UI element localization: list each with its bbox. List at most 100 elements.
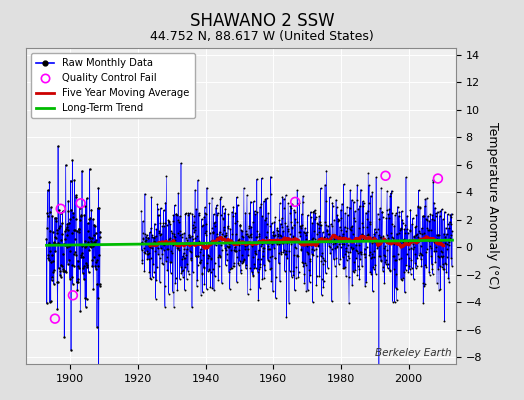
Point bbox=[424, 238, 433, 244]
Point bbox=[224, 223, 232, 230]
Point bbox=[181, 264, 189, 270]
Point bbox=[424, 227, 433, 233]
Point bbox=[412, 265, 420, 271]
Point bbox=[359, 200, 368, 206]
Point bbox=[227, 247, 235, 254]
Point bbox=[167, 258, 176, 265]
Point bbox=[379, 264, 387, 270]
Point bbox=[320, 237, 329, 244]
Point bbox=[375, 232, 383, 238]
Point bbox=[275, 217, 283, 224]
Point bbox=[411, 232, 420, 238]
Point bbox=[272, 240, 281, 246]
Point bbox=[95, 281, 104, 288]
Point bbox=[159, 207, 168, 213]
Point bbox=[419, 300, 428, 306]
Point bbox=[290, 287, 299, 294]
Point bbox=[284, 228, 292, 235]
Point bbox=[282, 240, 291, 246]
Point bbox=[227, 237, 236, 244]
Point bbox=[69, 292, 77, 298]
Point bbox=[232, 248, 241, 254]
Point bbox=[206, 284, 214, 290]
Point bbox=[397, 225, 405, 232]
Point bbox=[212, 204, 220, 211]
Point bbox=[60, 334, 69, 340]
Point bbox=[391, 284, 400, 291]
Point bbox=[214, 234, 223, 240]
Point bbox=[369, 263, 377, 270]
Point bbox=[223, 244, 232, 250]
Point bbox=[444, 225, 453, 231]
Point bbox=[53, 230, 61, 236]
Point bbox=[232, 194, 241, 200]
Point bbox=[413, 204, 422, 210]
Point bbox=[393, 230, 401, 237]
Point bbox=[305, 237, 313, 244]
Point bbox=[242, 262, 250, 268]
Point bbox=[361, 246, 369, 252]
Point bbox=[367, 271, 376, 278]
Point bbox=[351, 267, 359, 273]
Point bbox=[294, 274, 302, 280]
Point bbox=[172, 211, 181, 218]
Point bbox=[245, 224, 253, 231]
Point bbox=[175, 219, 183, 226]
Point bbox=[412, 212, 421, 218]
Point bbox=[196, 259, 205, 266]
Point bbox=[52, 227, 61, 233]
Point bbox=[242, 231, 250, 238]
Point bbox=[333, 204, 341, 210]
Point bbox=[339, 254, 347, 260]
Point bbox=[95, 252, 103, 258]
Point bbox=[292, 274, 300, 281]
Point bbox=[276, 220, 285, 227]
Point bbox=[371, 239, 379, 245]
Point bbox=[297, 247, 305, 254]
Point bbox=[206, 255, 215, 262]
Point bbox=[256, 285, 264, 291]
Point bbox=[342, 248, 351, 254]
Point bbox=[60, 240, 68, 247]
Point bbox=[309, 252, 318, 258]
Point bbox=[235, 258, 244, 264]
Point bbox=[53, 279, 62, 285]
Point bbox=[282, 314, 291, 320]
Point bbox=[411, 224, 420, 230]
Point bbox=[308, 246, 316, 252]
Point bbox=[353, 272, 362, 278]
Point bbox=[256, 204, 264, 210]
Point bbox=[189, 225, 198, 232]
Point bbox=[384, 211, 392, 218]
Point bbox=[194, 212, 203, 218]
Point bbox=[85, 247, 93, 253]
Point bbox=[187, 248, 195, 255]
Point bbox=[73, 258, 82, 264]
Point bbox=[74, 263, 83, 269]
Point bbox=[163, 246, 172, 252]
Point bbox=[342, 273, 350, 280]
Point bbox=[291, 209, 299, 215]
Point bbox=[341, 264, 349, 270]
Point bbox=[419, 213, 427, 219]
Point bbox=[279, 248, 288, 255]
Point bbox=[271, 232, 279, 238]
Point bbox=[279, 238, 288, 244]
Point bbox=[377, 236, 386, 242]
Point bbox=[411, 260, 419, 266]
Point bbox=[287, 205, 295, 212]
Point bbox=[163, 240, 172, 246]
Point bbox=[387, 238, 396, 244]
Point bbox=[395, 256, 403, 262]
Point bbox=[69, 280, 77, 287]
Point bbox=[428, 266, 436, 273]
Point bbox=[298, 260, 307, 266]
Point bbox=[283, 235, 292, 241]
Point bbox=[334, 218, 342, 224]
Point bbox=[369, 254, 378, 260]
Point bbox=[264, 246, 272, 252]
Point bbox=[436, 208, 444, 214]
Point bbox=[157, 240, 166, 246]
Point bbox=[446, 221, 455, 228]
Point bbox=[263, 195, 271, 202]
